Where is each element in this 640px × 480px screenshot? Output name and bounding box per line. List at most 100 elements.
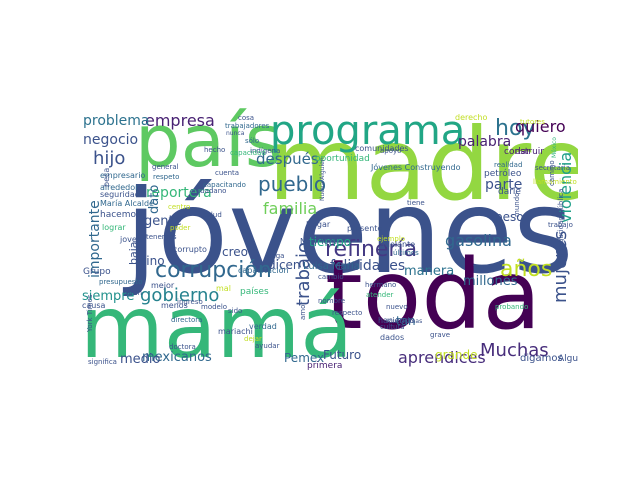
cloud-word: directora xyxy=(171,316,203,324)
cloud-word: probando xyxy=(495,303,529,311)
cloud-word: ciudadano xyxy=(190,187,227,195)
cloud-word: dejar xyxy=(244,335,262,343)
cloud-word: haciendo xyxy=(378,316,415,325)
cloud-word: reportera xyxy=(146,185,212,201)
cloud-word: hacemos xyxy=(100,210,141,220)
cloud-word: llamamiento xyxy=(533,178,577,186)
cloud-word: ejemplo xyxy=(377,235,406,243)
cloud-word: salud xyxy=(203,211,222,219)
cloud-word: dados xyxy=(380,333,405,342)
cloud-word: hoy xyxy=(495,116,536,141)
cloud-word: hijo xyxy=(93,148,126,169)
cloud-word: beca xyxy=(102,167,111,187)
cloud-word: corrupción xyxy=(155,258,272,283)
cloud-word: Muchísimas xyxy=(387,318,423,325)
cloud-word: peso xyxy=(495,210,524,224)
cloud-word: país xyxy=(135,107,283,183)
cloud-word: presupuesto xyxy=(99,278,143,286)
cloud-word: Grupo xyxy=(83,267,111,277)
cloud-word: cultura xyxy=(380,323,405,331)
cloud-word: respeto xyxy=(153,173,180,181)
cloud-word: sólo xyxy=(245,137,260,145)
cloud-word: mejor xyxy=(151,281,175,290)
cloud-word: alrededor xyxy=(100,183,139,192)
cloud-word: manera xyxy=(404,264,455,279)
cloud-word: baja xyxy=(127,241,140,265)
cloud-word: tan xyxy=(396,314,416,328)
cloud-word: programa xyxy=(270,108,466,154)
cloud-word: felicidades xyxy=(330,258,406,274)
cloud-word: centro xyxy=(168,203,191,211)
cloud-word: capacitando xyxy=(203,181,246,189)
cloud-word: toda xyxy=(325,239,542,351)
cloud-word: trabajadores xyxy=(225,122,270,130)
cloud-word: años xyxy=(500,257,553,282)
cloud-word: Nueva Alguien xyxy=(319,157,326,201)
cloud-word: mamá xyxy=(80,278,353,371)
cloud-word: capacitación xyxy=(238,266,289,275)
cloud-word: palabra xyxy=(458,134,512,150)
cloud-word: lograr xyxy=(102,223,126,232)
cloud-word: comunidades xyxy=(355,144,409,153)
cloud-word: nuevo xyxy=(386,303,408,311)
cloud-word: amor xyxy=(299,301,307,320)
cloud-word: realidad xyxy=(494,161,523,169)
cloud-word: apoyo xyxy=(380,147,402,155)
cloud-word: creo xyxy=(222,245,248,259)
cloud-word: ayudar xyxy=(255,342,280,350)
cloud-word: doctora xyxy=(169,343,196,351)
cloud-word: derecho xyxy=(455,113,488,122)
cloud-word: medio xyxy=(120,352,161,367)
cloud-word: modelo xyxy=(201,303,228,311)
cloud-word: Luisa María xyxy=(303,261,360,272)
cloud-word: empresario xyxy=(100,171,146,180)
cloud-word: sido xyxy=(228,307,243,315)
cloud-word: mal xyxy=(216,284,231,293)
cloud-word: adelante xyxy=(380,240,416,249)
cloud-word: presente xyxy=(347,224,383,233)
cloud-word: verdad xyxy=(249,322,277,331)
cloud-word: tiene xyxy=(407,199,425,207)
cloud-word: ingreso xyxy=(177,298,203,306)
cloud-word: seguridad xyxy=(100,190,140,199)
cloud-word: gobierno xyxy=(140,285,220,306)
cloud-word: jóvenes xyxy=(125,165,574,300)
cloud-word: mariachi xyxy=(218,327,253,336)
cloud-word: familia xyxy=(263,199,318,218)
cloud-word: cuenta xyxy=(215,169,240,177)
cloud-word: después xyxy=(256,150,319,168)
cloud-word: Futuro xyxy=(323,348,362,362)
cloud-word: Hogar xyxy=(306,220,331,229)
cloud-word: cambio xyxy=(318,273,344,281)
cloud-word: aprendices xyxy=(398,348,486,367)
cloud-word: causa xyxy=(82,301,106,310)
cloud-word: respecto xyxy=(332,309,363,317)
cloud-word: empresa xyxy=(145,111,215,130)
cloud-word: nombre xyxy=(318,297,346,305)
cloud-word: negocio xyxy=(83,132,139,148)
cloud-word: dar xyxy=(515,147,530,157)
word-cloud: jóvenes madre toda mamá país programa corrupci… xyxy=(80,107,578,371)
cloud-word: mundo xyxy=(513,192,521,217)
cloud-word: María Alcalde xyxy=(100,199,154,208)
cloud-word: pueblo xyxy=(258,172,327,196)
cloud-word: corrupto xyxy=(173,245,207,254)
cloud-word: menos xyxy=(161,301,188,310)
cloud-word: trabajo xyxy=(548,221,573,229)
cloud-word: dicen xyxy=(268,258,301,272)
cloud-word: sino xyxy=(140,254,165,268)
cloud-word: hermano xyxy=(365,281,397,289)
cloud-word: tiempo xyxy=(309,235,352,249)
cloud-word: tenemos xyxy=(146,233,177,241)
cloud-word: joven xyxy=(120,235,142,244)
cloud-word: mexicanos xyxy=(142,350,212,365)
cloud-word: gran xyxy=(126,289,143,297)
cloud-word: oportunidad xyxy=(315,154,370,164)
cloud-word: hecho xyxy=(204,146,226,154)
cloud-word: tutores xyxy=(520,118,545,126)
cloud-word: grave xyxy=(430,331,451,339)
cloud-word: petróleo xyxy=(484,169,522,179)
cloud-word: Pemex xyxy=(284,351,325,365)
cloud-word: países xyxy=(240,287,269,297)
cloud-word: gente xyxy=(144,214,182,229)
